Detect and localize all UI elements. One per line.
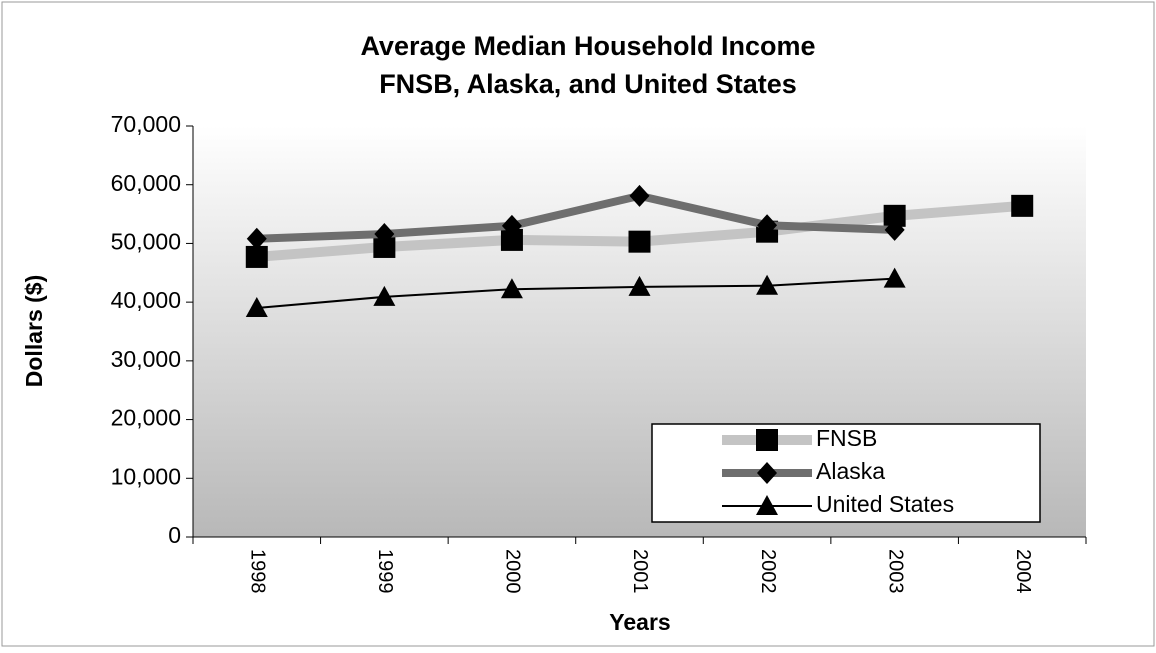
y-tick-label: 60,000: [111, 170, 181, 196]
y-tick-label: 0: [168, 522, 181, 548]
marker: [756, 274, 779, 295]
x-tick-label: 2002: [757, 549, 779, 594]
marker: [245, 245, 268, 268]
marker: [373, 235, 396, 258]
x-tick-label: 2003: [884, 549, 906, 594]
y-tick-label: 70,000: [111, 111, 181, 137]
marker: [884, 218, 905, 241]
y-tick-label: 10,000: [111, 463, 181, 489]
chart-title: Average Median Household Income: [360, 31, 815, 61]
y-tick-label: 20,000: [111, 405, 181, 431]
marker: [374, 223, 395, 246]
y-tick-label: 30,000: [111, 346, 181, 372]
x-tick-label: 1998: [247, 549, 269, 594]
x-tick-label: 1999: [374, 549, 396, 594]
marker: [501, 214, 522, 237]
marker: [629, 184, 650, 207]
x-tick-label: 2001: [629, 549, 651, 594]
series-line: [256, 191, 895, 243]
marker: [373, 285, 396, 306]
x-axis-label: Years: [609, 609, 670, 635]
y-axis-label: Dollars ($): [21, 275, 47, 387]
chart-title: FNSB, Alaska, and United States: [379, 69, 797, 99]
marker: [1011, 194, 1034, 217]
legend-label: FNSB: [816, 425, 877, 451]
marker: [246, 227, 267, 250]
legend-marker: [756, 429, 778, 451]
marker: [883, 204, 906, 227]
marker: [883, 267, 906, 288]
legend-marker: [756, 495, 778, 515]
marker: [500, 278, 523, 299]
legend-label: Alaska: [816, 458, 885, 484]
y-tick-label: 50,000: [111, 229, 181, 255]
marker: [245, 297, 268, 318]
marker: [500, 228, 523, 251]
y-tick-label: 40,000: [111, 287, 181, 313]
x-tick-label: 2004: [1012, 549, 1034, 594]
x-tick-label: 2000: [502, 549, 524, 594]
marker: [628, 230, 651, 253]
legend-box: [651, 423, 1041, 523]
legend-label: United States: [816, 491, 954, 517]
marker: [757, 214, 778, 237]
legend-marker: [757, 462, 777, 484]
series-line: [256, 277, 895, 310]
marker: [628, 275, 651, 296]
